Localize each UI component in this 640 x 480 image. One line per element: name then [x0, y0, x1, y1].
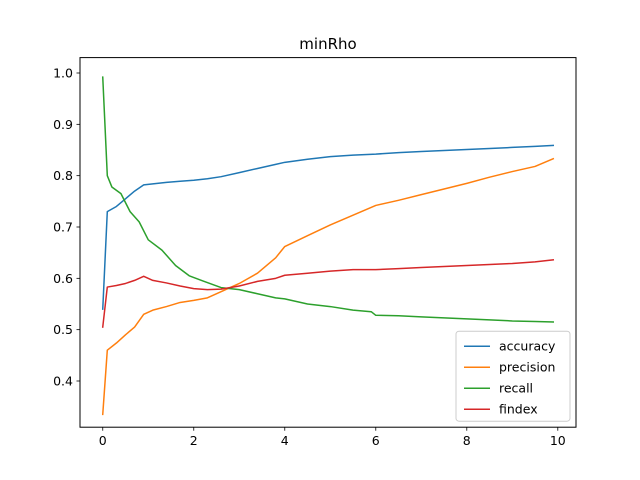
chart-title: minRho [299, 35, 356, 53]
y-axis: 0.4 0.5 0.6 0.7 0.8 0.9 1.0 [53, 66, 80, 389]
legend-label-precision: precision [499, 360, 555, 375]
x-tick-label: 4 [281, 433, 289, 448]
y-tick-label: 0.9 [53, 117, 73, 132]
y-tick-label: 1.0 [53, 66, 73, 81]
series-line-precision [101, 157, 555, 416]
legend: accuracy precision recall findex [455, 330, 571, 422]
y-tick-label: 0.7 [53, 220, 73, 235]
x-tick-label: 8 [463, 433, 471, 448]
x-tick-label: 2 [190, 433, 198, 448]
y-tick-label: 0.8 [53, 168, 73, 183]
legend-label-recall: recall [499, 381, 533, 396]
y-tick-label: 0.6 [53, 271, 73, 286]
x-tick-label: 6 [372, 433, 380, 448]
series-line-recall [101, 76, 555, 323]
series-line-findex [101, 259, 555, 328]
y-tick-label: 0.4 [53, 374, 73, 389]
y-tick-label: 0.5 [53, 322, 73, 337]
legend-box [455, 330, 571, 422]
x-tick-label: 0 [99, 433, 107, 448]
series-line-accuracy [101, 144, 555, 310]
legend-label-accuracy: accuracy [499, 339, 556, 354]
plot-frame [79, 57, 577, 428]
x-tick-label: 10 [550, 433, 566, 448]
plot-lines [101, 76, 555, 416]
x-axis: 0 2 4 6 8 10 [99, 427, 566, 448]
legend-label-findex: findex [499, 402, 538, 417]
